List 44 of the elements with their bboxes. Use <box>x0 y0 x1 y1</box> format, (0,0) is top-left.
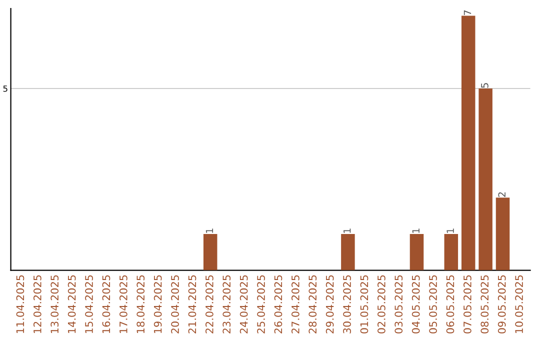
data-label: 5 <box>481 83 488 88</box>
x-tick-label: 02.05.2025 <box>377 275 386 334</box>
x-tick-label: 23.04.2025 <box>222 275 231 334</box>
x-tick-label: 21.04.2025 <box>188 275 196 334</box>
x-tick-label: 07.05.2025 <box>464 275 472 334</box>
x-tick-label: 15.04.2025 <box>85 275 93 333</box>
x-tick-label: 25.04.2025 <box>257 275 265 334</box>
bar <box>203 234 218 270</box>
x-tick-label: 12.04.2025 <box>33 275 42 333</box>
bar <box>478 88 492 270</box>
x-tick-label: 19.04.2025 <box>154 275 162 333</box>
x-tick-label: 27.04.2025 <box>291 275 300 334</box>
bar <box>496 198 510 270</box>
x-tick-label: 04.05.2025 <box>412 275 420 334</box>
x-tick-label: 06.05.2025 <box>446 275 454 334</box>
x-tick-label: 03.05.2025 <box>394 275 403 334</box>
x-tick-label: 20.04.2025 <box>171 275 179 334</box>
x-tick-label: 29.04.2025 <box>326 275 334 334</box>
x-tick-label: 22.04.2025 <box>205 275 214 334</box>
x-tick-label: 01.05.2025 <box>360 275 368 334</box>
x-tick-label: 16.04.2025 <box>102 275 110 333</box>
bar <box>444 234 458 270</box>
data-label: 7 <box>464 10 472 15</box>
x-tick-label: 09.05.2025 <box>498 275 506 334</box>
data-label: 2 <box>498 192 506 197</box>
x-tick-label: 26.04.2025 <box>274 275 282 334</box>
x-tick-label: 18.04.2025 <box>136 275 145 333</box>
x-tick-label: 08.05.2025 <box>480 275 489 334</box>
x-tick-label: 30.04.2025 <box>343 275 351 334</box>
bar <box>461 16 476 270</box>
x-tick-label: 11.04.2025 <box>16 275 24 333</box>
data-label: 1 <box>446 228 454 233</box>
x-tick-label: 13.04.2025 <box>50 275 59 333</box>
x-tick-label: 17.04.2025 <box>119 275 128 333</box>
bar <box>341 234 355 270</box>
x-tick-label: 14.04.2025 <box>68 275 76 333</box>
data-label: 1 <box>206 228 214 233</box>
data-label: 1 <box>412 228 420 233</box>
data-label: 1 <box>344 228 351 233</box>
bar <box>410 234 424 270</box>
x-tick-label: 28.04.2025 <box>308 275 317 334</box>
x-tick-label: 10.05.2025 <box>515 275 523 333</box>
x-tick-label: 24.04.2025 <box>240 275 248 334</box>
x-tick-label: 05.05.2025 <box>429 275 437 334</box>
